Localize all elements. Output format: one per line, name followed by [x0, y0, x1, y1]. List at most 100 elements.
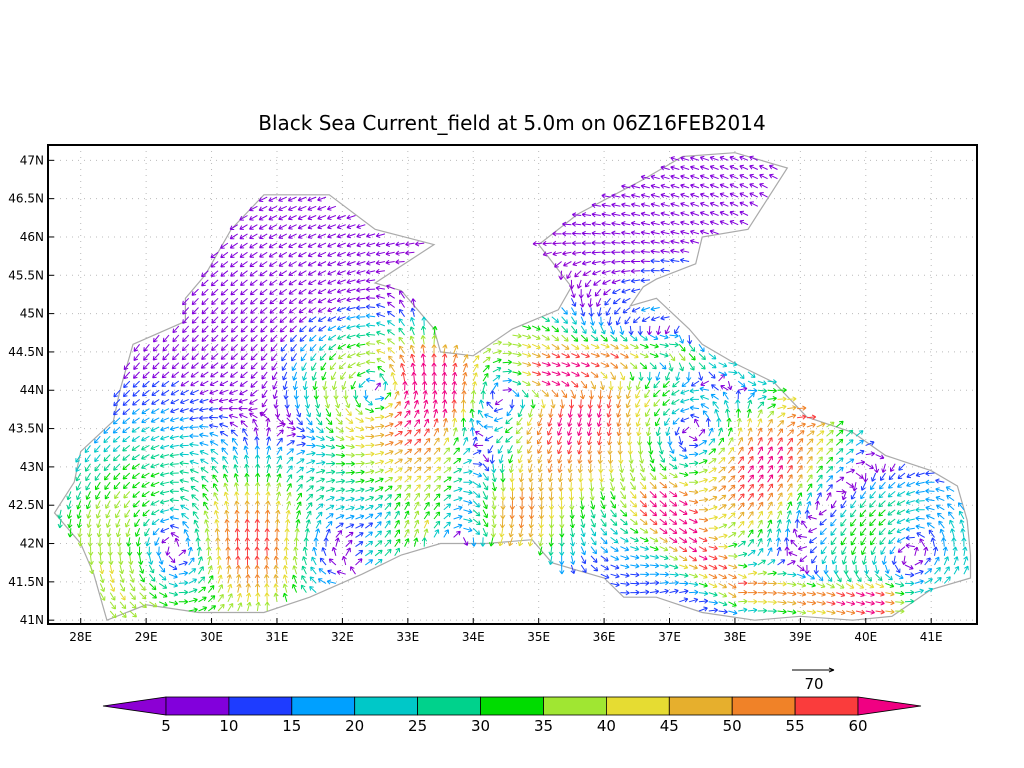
current-vector-arrow: [747, 427, 753, 437]
current-vector-arrow: [133, 343, 140, 352]
current-vector-arrow: [268, 233, 278, 239]
current-vector-arrow: [259, 270, 268, 277]
current-vector-arrow: [809, 546, 818, 554]
current-vector-arrow: [181, 362, 190, 369]
current-vector-arrow: [168, 564, 178, 571]
current-vector-arrow: [669, 454, 677, 462]
current-vector-arrow: [229, 224, 238, 230]
current-vector-arrow: [906, 490, 915, 496]
current-vector-arrow: [201, 297, 209, 306]
current-vector-arrow: [747, 371, 756, 378]
current-vector-arrow: [199, 380, 209, 387]
current-vector-arrow: [865, 582, 875, 589]
current-vector-arrow: [669, 333, 679, 339]
current-vector-arrow: [212, 483, 219, 492]
current-vector-arrow: [826, 456, 834, 465]
current-vector-arrow: [728, 484, 736, 492]
current-vector-arrow: [689, 460, 699, 466]
current-vector-arrow: [640, 563, 650, 569]
current-vector-arrow: [491, 518, 497, 529]
current-vector-arrow: [209, 440, 219, 446]
current-vector-arrow: [131, 435, 140, 442]
current-vector-arrow: [399, 290, 406, 299]
current-vector-arrow: [806, 456, 813, 465]
current-vector-arrow: [709, 229, 719, 235]
current-vector-arrow: [279, 297, 288, 305]
current-vector-arrow: [239, 380, 248, 387]
current-vector-arrow: [124, 518, 131, 528]
current-vector-arrow: [660, 183, 670, 189]
current-vector-arrow: [610, 509, 617, 518]
lat-tick-label: 41.5N: [8, 575, 44, 589]
current-vector-arrow: [663, 408, 670, 416]
current-vector-arrow: [336, 242, 346, 248]
current-vector-arrow: [355, 558, 363, 566]
current-vector-arrow: [644, 399, 651, 408]
current-vector-arrow: [201, 307, 209, 315]
current-vector-arrow: [404, 400, 410, 409]
current-vector-arrow: [664, 417, 670, 426]
current-vector-arrow: [601, 249, 611, 256]
current-vector-arrow: [607, 445, 613, 455]
current-vector-arrow: [278, 242, 288, 249]
current-vector-arrow: [394, 458, 403, 465]
current-vector-arrow: [420, 362, 427, 372]
current-vector-arrow: [264, 546, 270, 556]
current-vector-arrow: [737, 511, 745, 520]
current-vector-arrow: [728, 465, 735, 474]
current-vector-arrow: [375, 242, 386, 248]
current-vector-arrow: [265, 454, 272, 464]
current-vector-arrow: [187, 546, 193, 556]
current-vector-arrow: [288, 297, 297, 304]
current-vector-arrow: [611, 279, 621, 285]
current-vector-arrow: [698, 353, 706, 361]
current-vector-arrow: [274, 518, 281, 529]
current-vector-arrow: [189, 416, 199, 422]
current-vector-arrow: [718, 523, 728, 529]
current-vector-arrow: [831, 555, 837, 565]
current-vector-arrow: [556, 436, 563, 446]
current-vector-arrow: [708, 535, 718, 542]
current-vector-arrow: [275, 509, 281, 520]
current-vector-arrow: [522, 361, 532, 367]
current-vector-arrow: [516, 417, 523, 426]
current-vector-arrow: [266, 436, 272, 446]
current-vector-arrow: [593, 279, 602, 286]
current-vector-arrow: [679, 257, 690, 263]
current-vector-arrow: [767, 396, 777, 402]
current-vector-arrow: [413, 528, 420, 538]
current-vector-arrow: [518, 518, 525, 529]
current-vector-arrow: [109, 601, 116, 610]
current-vector-arrow: [680, 220, 690, 226]
current-vector-arrow: [688, 536, 698, 543]
current-vector-arrow: [358, 380, 366, 388]
current-vector-arrow: [679, 462, 689, 468]
current-vector-arrow: [669, 490, 678, 498]
current-vector-arrow: [346, 324, 356, 330]
current-vector-arrow: [504, 426, 513, 434]
current-vector-arrow: [718, 592, 728, 598]
current-vector-arrow: [559, 509, 565, 520]
current-vector-arrow: [201, 353, 209, 360]
current-vector-arrow: [639, 463, 645, 473]
current-vector-arrow: [639, 527, 649, 534]
current-vector-arrow: [880, 546, 886, 555]
lat-tick-label: 47N: [20, 153, 44, 167]
current-vector-arrow: [433, 466, 442, 474]
current-vector-arrow: [639, 334, 648, 341]
current-vector-arrow: [656, 325, 662, 336]
current-vector-arrow: [953, 565, 960, 575]
current-vector-arrow: [221, 447, 229, 455]
current-vector-arrow: [601, 221, 611, 227]
current-vector-arrow: [287, 205, 297, 212]
current-vector-arrow: [644, 408, 651, 418]
current-vector-arrow: [258, 205, 268, 212]
current-vector-arrow: [266, 445, 272, 455]
current-vector-arrow: [678, 362, 684, 372]
current-vector-arrow: [640, 580, 650, 586]
current-vector-arrow: [618, 463, 625, 474]
current-vector-arrow: [777, 501, 783, 511]
current-vector-arrow: [846, 468, 855, 474]
current-vector-arrow: [630, 589, 640, 596]
current-vector-arrow: [365, 368, 376, 374]
